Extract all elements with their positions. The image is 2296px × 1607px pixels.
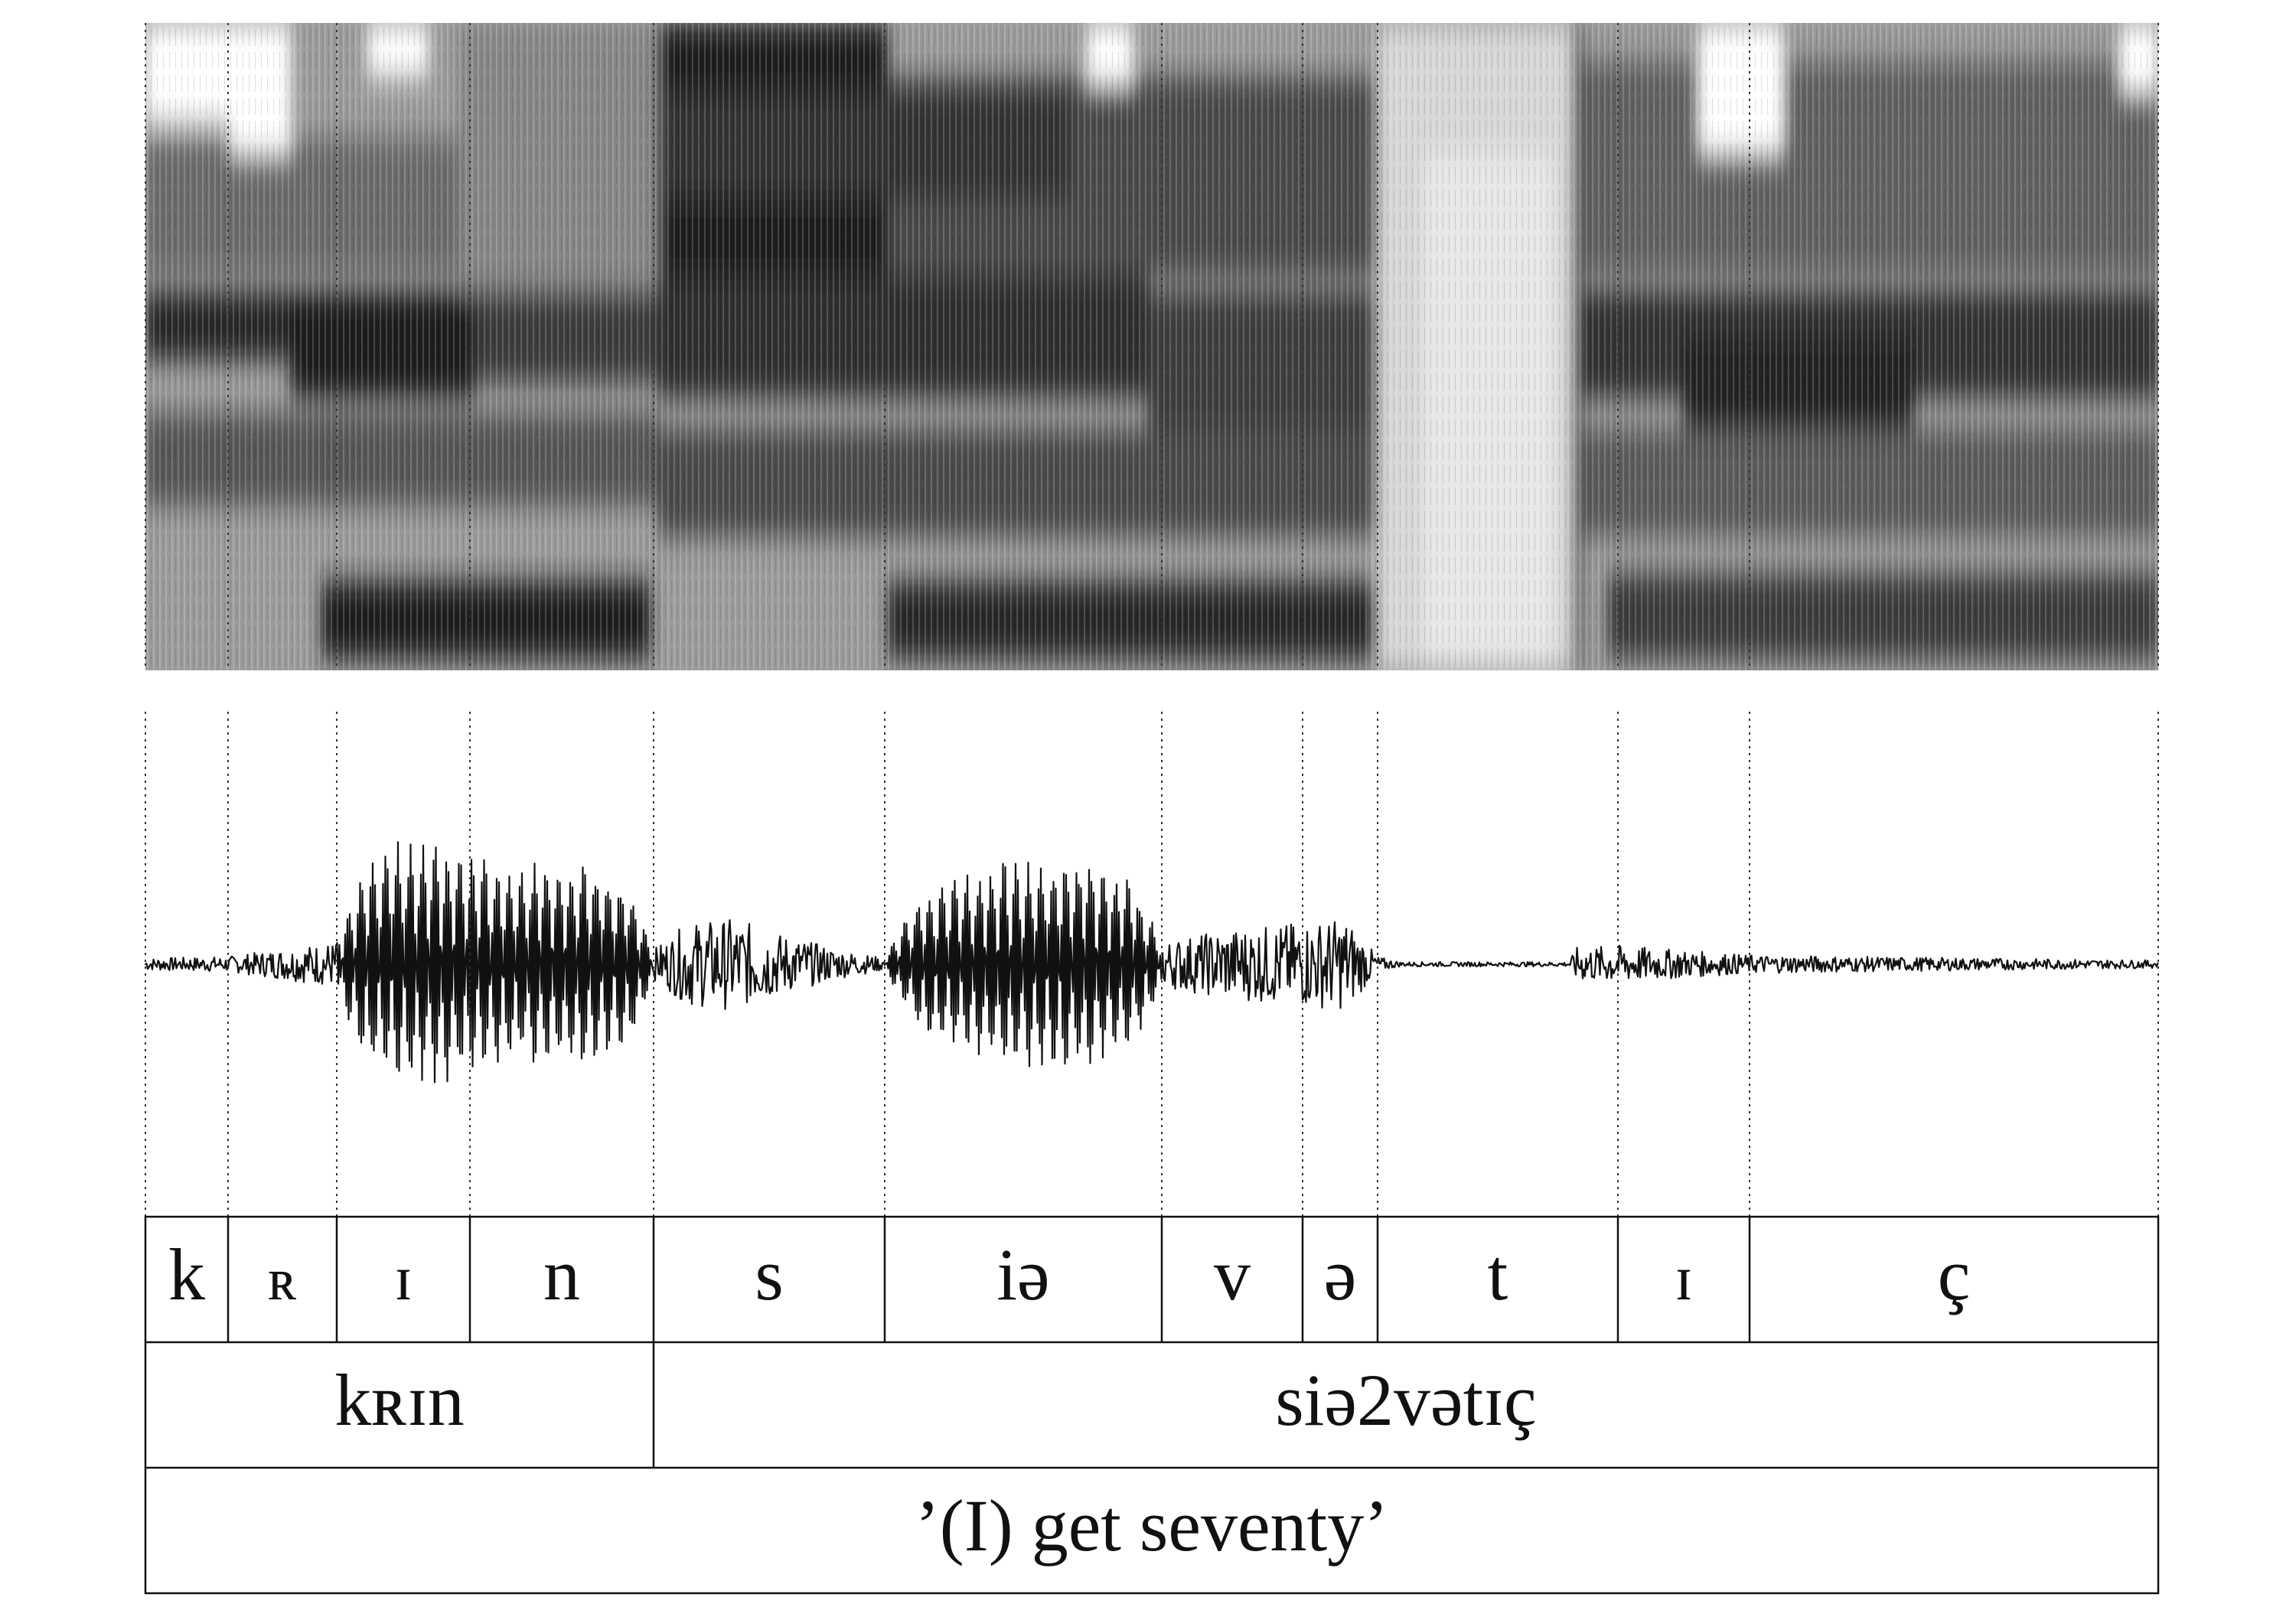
segment-boundaries (145, 23, 2159, 1217)
translation-tier: ’(I) get seventy’ (915, 1485, 1388, 1566)
annotation-tiers: k ʀ ɪ n s iə v ə t ɪ ç kʀɪn siə2vətɪç ’(… (144, 1215, 2160, 1595)
phone-label: ə (1324, 1234, 1357, 1315)
translation-label: ’(I) get seventy’ (915, 1485, 1388, 1566)
phone-label: ʀ (268, 1246, 297, 1312)
phone-label: ɪ (1675, 1243, 1692, 1314)
word-label: siə2vətɪç (1275, 1359, 1536, 1441)
phone-label: k (168, 1234, 205, 1315)
phone-label: iə (996, 1234, 1049, 1315)
waveform (144, 841, 2159, 1084)
spectrogram (145, 23, 2158, 670)
tier-frame (144, 1215, 2160, 1595)
phone-label: ɪ (394, 1243, 412, 1314)
phone-label: n (543, 1234, 580, 1315)
phone-label: t (1488, 1234, 1508, 1315)
word-label: kʀɪn (334, 1359, 465, 1441)
phone-label: v (1214, 1234, 1251, 1315)
word-tier: kʀɪn siə2vətɪç (334, 1342, 1537, 1468)
phone-label: ç (1938, 1234, 1971, 1315)
phone-label: s (755, 1234, 783, 1315)
phone-tier: k ʀ ɪ n s iə v ə t ɪ ç (168, 1217, 1970, 1342)
